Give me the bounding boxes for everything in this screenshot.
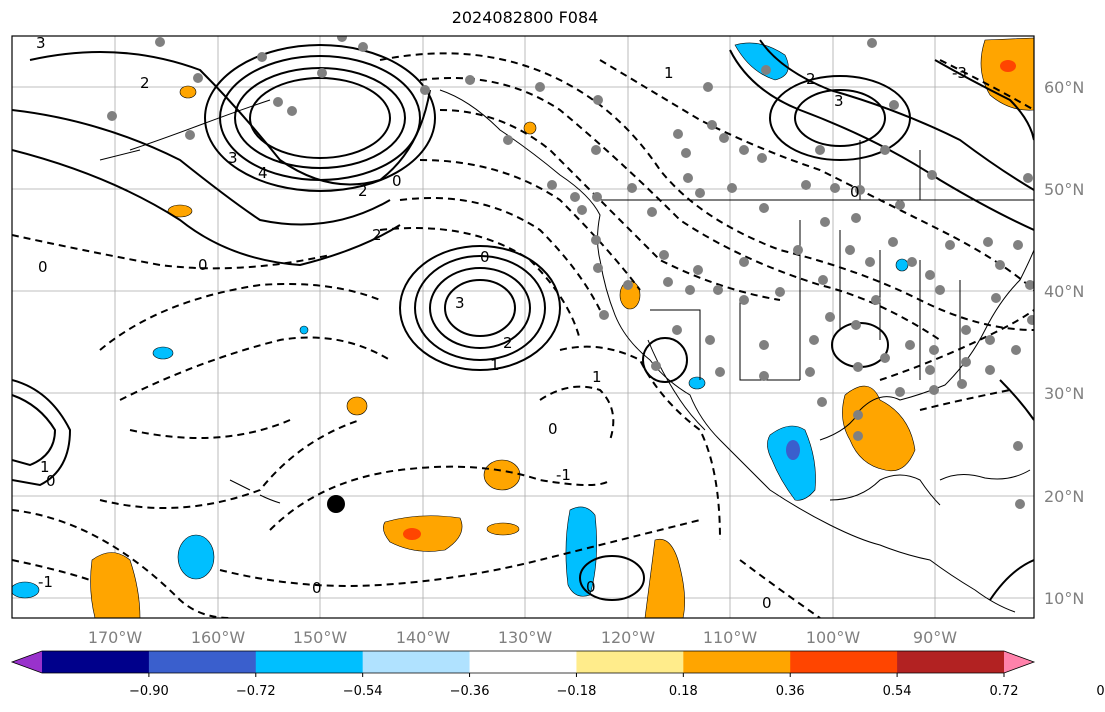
- contour-label: 0: [312, 579, 322, 597]
- colorbar-tick-label: −0.18: [557, 684, 597, 699]
- longitude-labels: 170°W 160°W 150°W 140°W 130°W 120°W 110°…: [88, 628, 957, 647]
- colorbar-tick-label: −0.36: [450, 684, 490, 699]
- colorbar-extend-low: [12, 651, 42, 673]
- contour-label: 2: [372, 226, 382, 244]
- colorbar-segment: [42, 651, 150, 673]
- contour-label: 1: [40, 458, 50, 476]
- lat-label: 30°N: [1044, 384, 1084, 403]
- colorbar-extend-high: [1004, 651, 1034, 673]
- contour-label: 0: [46, 472, 56, 490]
- contour-label: 0: [586, 578, 596, 596]
- colorbar-segment: [897, 651, 1005, 673]
- colorbar-segment: [469, 651, 577, 673]
- colorbar-segment: [790, 651, 898, 673]
- lon-label: 90°W: [913, 628, 957, 647]
- colorbar-tick-label: −0.54: [343, 684, 383, 699]
- map-frame: [11, 35, 1035, 619]
- lat-label: 10°N: [1044, 589, 1084, 608]
- contour-label: 2: [806, 70, 816, 88]
- lon-label: 160°W: [191, 628, 246, 647]
- colorbar-tick-label: −0.90: [129, 684, 169, 699]
- contour-label: -1: [38, 573, 53, 591]
- colorbar-tick-label: 0.36: [776, 684, 805, 699]
- map-title: 2024082800 F084: [451, 8, 599, 27]
- lon-label: 170°W: [88, 628, 143, 647]
- colorbar: −0.90 −0.72 −0.54 −0.36 −0.18 0.18 0.36 0.54 0.7…: [10, 650, 1105, 699]
- latitude-labels: 60°N 50°N 40°N 30°N 20°N 10°N: [1044, 78, 1084, 608]
- colorbar-tick-label: 0.54: [883, 684, 912, 699]
- contour-labels: 3 2 4 3 2 0 0 2 0 3 2 1 0 1 1 0 0 -1 0 3…: [36, 34, 967, 612]
- colorbar-tick-label: 0.90: [1096, 684, 1105, 699]
- colorbar-tick-label: 0.72: [990, 684, 1019, 699]
- lon-label: 130°W: [498, 628, 553, 647]
- contour-label: 2: [503, 334, 513, 352]
- lon-label: 140°W: [396, 628, 451, 647]
- contour-label: 0: [480, 248, 490, 266]
- lon-label: 120°W: [601, 628, 656, 647]
- contour-label: 0: [392, 172, 402, 190]
- lon-label: 110°W: [703, 628, 758, 647]
- contour-label: 3: [455, 294, 465, 312]
- contour-label: 3: [834, 92, 844, 110]
- contour-label: 3: [228, 149, 238, 167]
- contour-label: 0: [198, 256, 208, 274]
- contour-label: 0: [762, 594, 772, 612]
- lon-label: 100°W: [806, 628, 861, 647]
- contour-label: 1: [664, 64, 674, 82]
- lat-label: 20°N: [1044, 487, 1084, 506]
- contour-label: -1: [556, 466, 571, 484]
- colorbar-tick-label: −0.72: [236, 684, 276, 699]
- storm-marker-icon: [327, 495, 345, 513]
- colorbar-segment: [362, 651, 471, 673]
- dashed-contours: [12, 52, 1034, 618]
- contour-label: 1: [592, 368, 602, 386]
- lat-label: 60°N: [1044, 78, 1084, 97]
- station-dots: [107, 36, 1034, 509]
- colorbar-segment: [148, 651, 257, 673]
- contour-label: 0: [850, 183, 860, 201]
- colorbar-outline: [10, 650, 1036, 674]
- contour-label: 2: [358, 182, 368, 200]
- contour-label: 4: [258, 164, 268, 182]
- contour-label: 3: [36, 34, 46, 52]
- contour-label: 2: [140, 74, 150, 92]
- colorbar-segment: [683, 651, 791, 673]
- contour-label: 1: [490, 356, 500, 374]
- colorbar-segment: [255, 651, 364, 673]
- lon-label: 150°W: [293, 628, 348, 647]
- lat-label: 40°N: [1044, 282, 1084, 301]
- colorbar-segment: [576, 651, 684, 673]
- contour-label: -3: [952, 64, 967, 82]
- contour-label: 0: [548, 420, 558, 438]
- colorbar-tick-label: 0.18: [669, 684, 698, 699]
- contour-label: 0: [38, 258, 48, 276]
- coastlines: [99, 89, 1034, 613]
- lat-label: 50°N: [1044, 180, 1084, 199]
